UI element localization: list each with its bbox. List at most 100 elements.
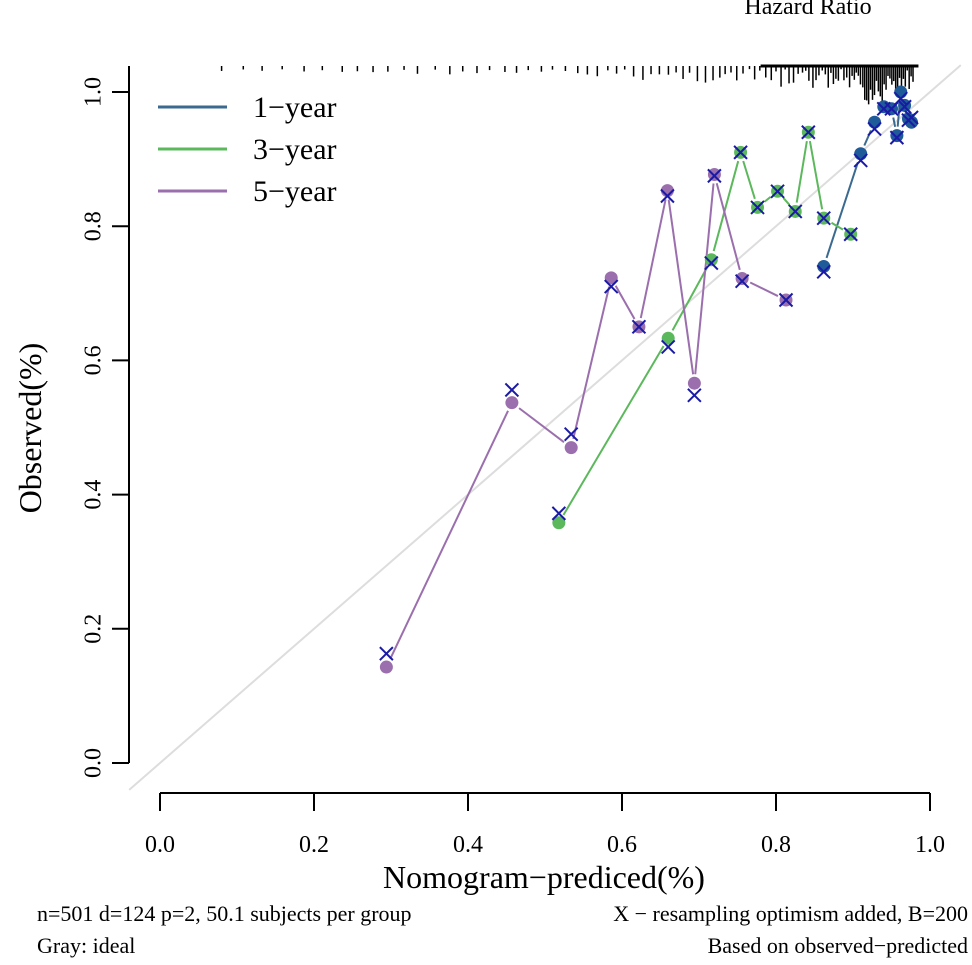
series-5year-segment-7: [715, 182, 741, 271]
series-5year-point-0: [379, 660, 393, 674]
series-3year-xmark-9: [843, 227, 858, 242]
series-1year-xmark-5: [889, 130, 905, 145]
series-1year-xmark-2: [867, 121, 882, 137]
xmark-stroke-b: [816, 264, 831, 280]
y-tick-label-3: 0.6: [81, 345, 107, 375]
series-5year-xmark-3: [604, 279, 619, 294]
series-5year-segment-1: [518, 407, 565, 443]
legend-label-1-year: 1−year: [253, 91, 337, 124]
xmark-stroke-b: [897, 99, 912, 114]
y-tick-label-0: 0.0: [81, 748, 107, 778]
x-axis-title: Nomogram−prediced(%): [383, 859, 705, 895]
series-1year-segment-4: [892, 117, 897, 127]
series-1year-xmark-0: [816, 264, 831, 280]
series-3year-segment-8: [830, 221, 844, 231]
series-3year-segment-1: [671, 267, 708, 331]
top-label: Hazard Ratio: [744, 0, 871, 20]
series-5year-xmark-6: [687, 388, 702, 403]
xmark-stroke-b: [379, 646, 394, 661]
series-3year-xmark-1: [660, 339, 676, 355]
series-3year-point-2: [704, 253, 718, 267]
series-3year-segment-3: [742, 160, 756, 200]
series-5year-point-2: [564, 441, 578, 455]
footer-ideal-note: Gray: ideal: [37, 933, 135, 958]
series-5year-xmark-7: [707, 168, 722, 184]
series-1year-point-2: [868, 115, 882, 129]
y-tick-label-1: 0.2: [81, 614, 107, 644]
series-5year-xmark-5: [660, 188, 675, 204]
xmark-stroke-b: [843, 227, 858, 242]
xmark-stroke-b: [801, 125, 816, 140]
x-axis: 0.0 0.2 0.4 0.6 0.8 1.0: [145, 792, 945, 858]
series-3year-segment-6: [795, 140, 808, 203]
series-lines: [389, 100, 901, 660]
series-5year-xmark-2: [563, 427, 579, 442]
series-3year-point-0: [552, 516, 566, 530]
y-tick-label-2: 0.4: [81, 480, 107, 510]
xmark-stroke-b: [631, 319, 647, 335]
series-1year-point-5: [890, 129, 904, 143]
series-5year-xmark-1: [504, 382, 520, 398]
y-axis: 0.0 0.2 0.4 0.6 0.8 1.0: [81, 66, 130, 778]
xmark-stroke-b: [604, 279, 619, 294]
series-5year-point-8: [735, 272, 749, 286]
legend-label-5-year: 5−year: [253, 175, 337, 208]
xmark-stroke-b: [687, 388, 702, 403]
series-3year-xmark-3: [733, 145, 748, 160]
series-1year-point-1: [854, 147, 868, 161]
xmark-stroke-b: [816, 210, 831, 226]
xmark-stroke-b: [778, 292, 794, 308]
series-3year-xmark-6: [788, 204, 803, 219]
x-tick-label-0: 0.0: [145, 832, 175, 858]
series-3year-xmark-0: [551, 506, 567, 521]
series-1year-segment-0: [825, 161, 859, 259]
footer-stats: n=501 d=124 p=2, 50.1 subjects per group: [37, 901, 412, 926]
series-3year-xmark-2: [704, 255, 719, 271]
xmark-stroke-b: [788, 204, 803, 219]
series-3year-segment-4: [763, 196, 772, 203]
xmark-stroke-b: [733, 145, 748, 160]
xmark-stroke-b: [867, 121, 882, 137]
footer-basis-note: Based on observed−predicted: [708, 933, 968, 958]
series-5year-xmark-8: [734, 274, 750, 289]
series-1year-xmark-1: [853, 153, 868, 168]
xmark-stroke-b: [707, 168, 722, 184]
xmark-stroke-b: [904, 110, 919, 125]
series-5year-point-1: [505, 396, 519, 410]
xmark-stroke-b: [734, 274, 750, 289]
series-5year-xmark-9: [778, 292, 794, 308]
series-5year-segment-4: [639, 199, 667, 319]
xmark-stroke-b: [504, 382, 520, 398]
xmark-stroke-b: [551, 506, 567, 521]
y-tick-label-5: 1.0: [81, 77, 107, 107]
xmark-stroke-b: [889, 130, 905, 145]
series-3year-segment-7: [808, 140, 824, 210]
footer-resampling-note: X − resampling optimism added, B=200: [613, 901, 968, 926]
series-5year-segment-8: [749, 281, 779, 297]
series-1year-xmark-7: [897, 99, 912, 114]
series-3year-xmark-8: [816, 210, 831, 226]
x-tick-label-3: 0.6: [607, 832, 637, 858]
series-3year-segment-5: [782, 197, 791, 206]
x-tick-label-4: 0.8: [761, 832, 791, 858]
series-1year-xmark-9: [904, 110, 919, 125]
series-5year-point-6: [687, 376, 701, 390]
xmark-stroke-b: [563, 427, 579, 442]
plot-area: [128, 64, 962, 791]
x-tick-label-2: 0.4: [453, 832, 483, 858]
series-3year-point-1: [661, 331, 675, 345]
series-markers: [379, 85, 919, 674]
series-5year-xmark-4: [631, 319, 647, 335]
footer: n=501 d=124 p=2, 50.1 subjects per group…: [37, 901, 968, 958]
x-tick-label-5: 1.0: [915, 832, 945, 858]
series-5year-segment-6: [694, 183, 715, 375]
series-5year-point-3: [604, 271, 618, 285]
series-5year-segment-3: [614, 285, 636, 320]
series-3year-segment-2: [712, 160, 740, 252]
legend: 1−year 3−year 5−year: [158, 91, 337, 208]
series-3year-segment-0: [562, 345, 665, 516]
xmark-stroke-b: [853, 153, 868, 168]
x-tick-label-1: 0.2: [299, 832, 329, 858]
legend-label-3-year: 3−year: [253, 133, 337, 166]
